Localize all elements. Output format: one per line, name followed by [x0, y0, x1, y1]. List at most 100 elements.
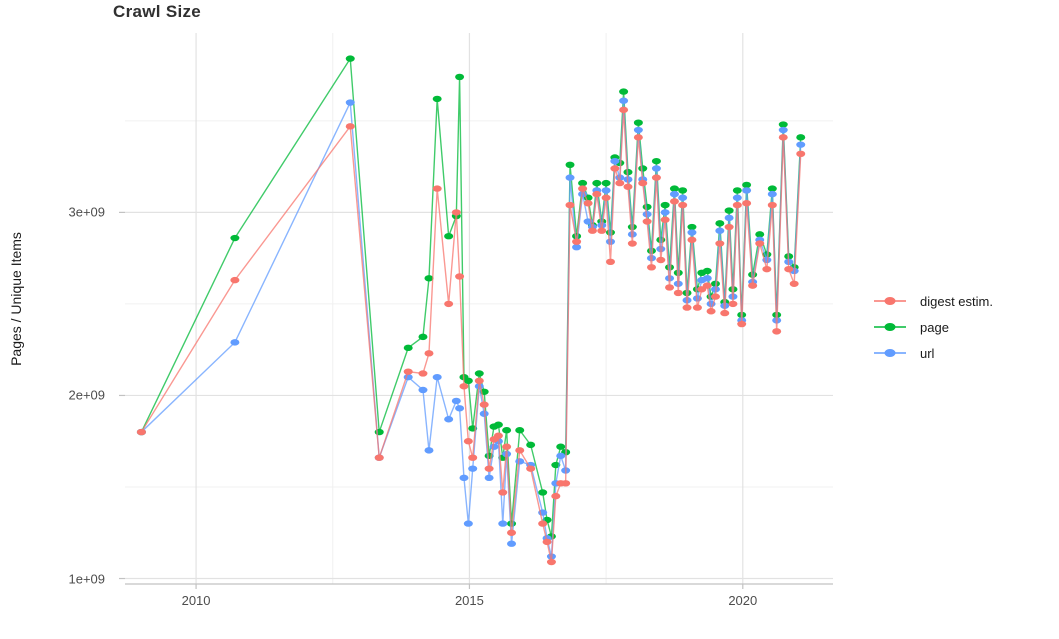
data-point-digestestim	[615, 179, 625, 187]
data-point-digestestim	[715, 240, 725, 247]
data-point-page	[767, 185, 777, 192]
legend-label: digest estim.	[920, 293, 993, 309]
data-point-digestestim	[623, 183, 633, 190]
data-point-url	[597, 222, 607, 229]
data-point-url	[605, 238, 615, 245]
legend-item-page: page	[874, 314, 993, 340]
data-point-url	[619, 97, 629, 104]
data-point-url	[715, 227, 725, 234]
data-point-digestestim	[463, 438, 473, 445]
data-point-digestestim	[789, 280, 799, 287]
data-point-page	[374, 428, 384, 436]
data-point-digestestim	[444, 300, 454, 308]
legend: digest estim. page url	[874, 288, 993, 366]
data-point-page	[669, 185, 679, 192]
y-axis-title: Pages / Unique Items	[8, 232, 24, 366]
data-point-digestestim	[526, 465, 536, 472]
data-point-digestestim	[515, 447, 525, 454]
data-point-digestestim	[583, 200, 593, 207]
data-point-digestestim	[710, 293, 720, 300]
data-point-url	[230, 339, 240, 346]
data-point-digestestim	[638, 179, 648, 187]
data-point-digestestim	[724, 223, 734, 231]
series-line-page	[140, 56, 802, 537]
data-point-page	[732, 187, 742, 194]
chart-title: Crawl Size	[113, 2, 202, 21]
data-point-page	[474, 370, 484, 377]
data-point-digestestim	[642, 218, 652, 225]
x-tick-label: 2010	[181, 593, 211, 608]
data-point-url	[724, 214, 734, 222]
data-point-page	[796, 134, 806, 141]
data-point-digestestim	[669, 198, 679, 205]
data-point-page	[493, 421, 503, 428]
data-point-url	[455, 405, 465, 412]
data-point-url	[468, 465, 478, 472]
legend-key-icon	[874, 346, 906, 360]
data-point-url	[678, 194, 688, 201]
data-point-url	[345, 99, 355, 106]
data-point-digestestim	[784, 265, 794, 273]
data-point-digestestim	[742, 200, 752, 207]
data-point-url	[660, 209, 670, 216]
legend-key-icon	[874, 294, 906, 308]
data-point-digestestim	[656, 256, 666, 264]
data-point-url	[507, 540, 517, 547]
legend-dot	[884, 323, 896, 331]
data-point-digestestim	[455, 273, 465, 280]
data-point-digestestim	[474, 377, 484, 385]
data-point-digestestim	[498, 489, 508, 496]
legend-item-url: url	[874, 340, 993, 366]
data-point-digestestim	[720, 309, 730, 317]
data-point-digestestim	[565, 201, 575, 209]
data-point-digestestim	[651, 174, 661, 181]
data-point-page	[515, 427, 525, 434]
data-point-page	[551, 461, 561, 469]
data-point-page	[742, 181, 752, 189]
data-point-page	[230, 234, 240, 242]
data-point-digestestim	[619, 106, 629, 114]
data-point-digestestim	[610, 165, 620, 172]
data-point-url	[767, 190, 777, 198]
data-point-digestestim	[605, 258, 615, 266]
data-point-url	[432, 373, 442, 381]
data-point-url	[418, 386, 428, 394]
data-point-url	[669, 190, 679, 198]
data-point-digestestim	[230, 276, 240, 284]
data-point-digestestim	[673, 289, 683, 297]
legend-dot	[884, 297, 896, 305]
data-point-digestestim	[374, 454, 384, 461]
data-point-url	[489, 443, 499, 450]
data-point-digestestim	[484, 465, 494, 472]
data-point-page	[444, 232, 454, 240]
y-tick-label: 2e+09	[68, 387, 105, 403]
data-point-page	[502, 427, 512, 434]
data-point-url	[515, 458, 525, 465]
data-point-digestestim	[772, 328, 782, 335]
data-point-url	[463, 520, 473, 527]
data-point-url	[633, 126, 643, 134]
data-point-page	[345, 55, 355, 62]
legend-dot	[884, 349, 896, 357]
data-point-page	[463, 377, 473, 385]
data-point-digestestim	[551, 492, 561, 500]
data-point-page	[638, 165, 648, 172]
data-point-page	[592, 179, 602, 187]
data-point-digestestim	[627, 240, 637, 247]
data-point-digestestim	[678, 201, 688, 209]
data-point-url	[742, 187, 752, 194]
data-point-digestestim	[748, 282, 758, 289]
data-point-url	[687, 229, 697, 236]
data-point-digestestim	[468, 454, 478, 461]
data-point-digestestim	[597, 227, 607, 234]
data-point-digestestim	[493, 432, 503, 439]
data-point-digestestim	[732, 201, 742, 209]
data-point-digestestim	[592, 190, 602, 198]
legend-label: url	[920, 345, 935, 361]
data-point-page	[755, 231, 765, 238]
data-point-url	[556, 452, 566, 460]
data-point-digestestim	[459, 383, 469, 390]
data-point-page	[601, 179, 611, 187]
data-point-url	[498, 520, 508, 527]
data-point-page	[678, 187, 688, 194]
